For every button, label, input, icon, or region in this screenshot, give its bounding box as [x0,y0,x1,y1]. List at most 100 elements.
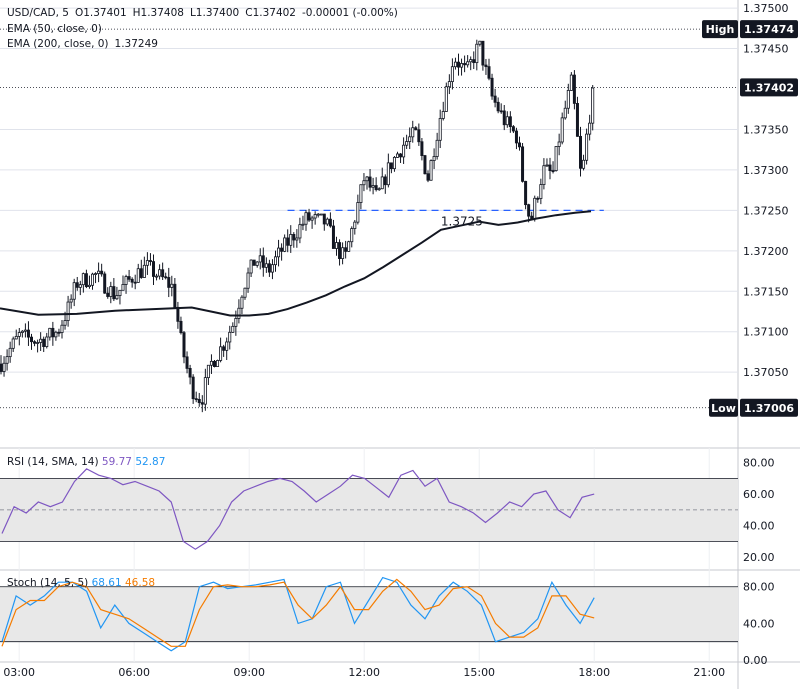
candle-body [399,153,403,158]
candle-body [429,160,433,181]
candle-body [225,341,229,351]
candle-body [176,306,180,322]
candle-body [371,185,375,188]
y-tick-label: 1.37050 [743,366,789,379]
low-tag-label: Low [711,402,736,415]
candle-body [411,127,415,138]
y-tick-label: 1.37450 [743,43,789,56]
rsi-label: RSI (14, SMA, 14) [7,456,99,468]
candle-body [347,241,351,252]
candle-body [20,330,24,333]
candle-body [240,296,244,309]
candle-body [182,332,186,358]
candle-body [453,61,457,68]
candle-body [33,341,37,344]
candle-body [450,66,454,82]
candle-body [481,40,485,66]
candle-body [109,286,113,297]
candle-body [234,318,238,327]
candle-body [264,263,268,268]
candle-body [267,263,271,273]
candle-body [118,289,122,296]
candle-body [249,259,253,274]
candle-body [5,356,9,364]
candle-body [45,336,49,347]
candle-body [484,64,488,68]
candle-body [536,197,540,200]
rsi-y-tick-label: 60.00 [743,488,775,501]
candle-body [313,214,317,219]
candle-body [362,180,366,186]
change-value: -0.00001 (-0.00%) [302,7,398,19]
candle-body [277,247,281,258]
candle-body [81,273,85,286]
x-tick-label: 09:00 [233,666,265,679]
x-tick-label: 12:00 [348,666,380,679]
candle-body [75,282,79,288]
candle-body [316,213,320,216]
candle-body [170,283,174,288]
low-tag-value: 1.37006 [744,402,794,415]
candle-body [402,144,406,158]
candle-body [112,286,116,300]
candle-body [505,116,509,126]
stoch-y-tick-label: 80.00 [743,581,775,594]
stoch-d-value: 46.58 [125,577,156,589]
candle-body [148,260,152,262]
y-tick-label: 1.37200 [743,245,789,258]
candle-body [66,301,70,321]
candle-body [164,276,168,279]
candle-body [142,264,146,278]
candle-body [560,117,564,143]
candle-body [545,164,549,167]
candle-body [383,176,387,186]
candle-body [97,270,101,274]
candle-body [304,212,308,225]
candle-body [435,139,439,157]
stoch-label: Stoch (14, 5, 5) [7,577,89,589]
candle-body [563,107,567,119]
y-tick-label: 1.37100 [743,326,789,339]
candle-body [585,133,589,161]
candle-body [155,275,159,278]
ema50-legend: EMA (50, close, 0) [7,23,108,36]
candle-body [219,346,223,361]
candle-body [39,338,43,343]
y-tick-label: 1.37350 [743,123,789,136]
candle-body [319,213,323,216]
candle-body [258,255,262,263]
candle-body [222,346,226,351]
candle-body [380,176,384,190]
candle-body [475,43,479,64]
candle-body [124,276,128,285]
candle-body [103,273,107,294]
candle-body [524,180,528,206]
candle-body [328,218,332,227]
candle-body [496,101,500,112]
candle-body [261,255,265,268]
rsi-y-tick-label: 20.00 [743,551,775,564]
low-tag-label-box [709,398,738,417]
candle-body [23,329,27,332]
candle-body [389,162,393,170]
rsi-y-tick-label: 40.00 [743,520,775,533]
candle-body [136,268,140,283]
candle-body [518,142,522,148]
candle-body [209,360,213,366]
candle-body [447,81,451,88]
candle-body [188,367,192,378]
y-tick-label: 1.37150 [743,285,789,298]
candle-body [472,59,476,64]
candle-body [542,165,546,185]
candle-body [87,284,91,287]
candle-body [456,61,460,68]
candle-body [408,136,412,142]
candle-body [353,221,357,229]
candle-body [17,332,21,337]
candle-body [173,283,177,308]
candle-body [246,272,250,289]
candle-body [530,215,534,220]
candle-body [289,234,293,246]
